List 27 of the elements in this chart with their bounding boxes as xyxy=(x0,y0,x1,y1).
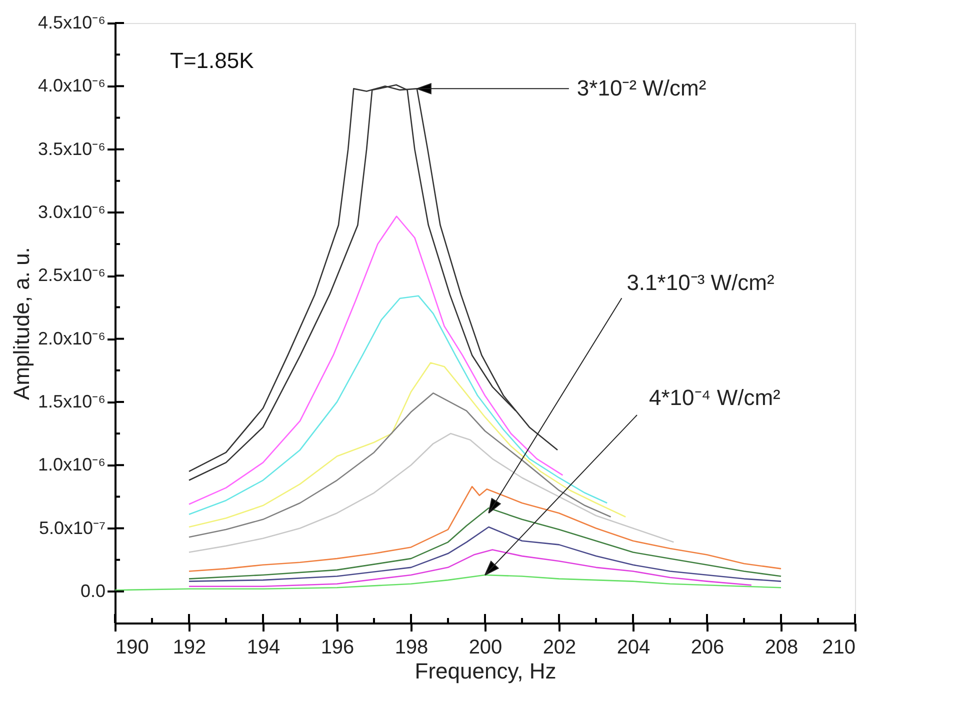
y-tick-label: 3.5x10⁻⁶ xyxy=(38,138,106,159)
annotation: 3.1*10⁻³ W/cm² xyxy=(626,270,774,296)
x-axis-title: Frequency, Hz xyxy=(414,658,556,684)
x-tick-label: 210 xyxy=(822,636,856,658)
x-tick-label: 208 xyxy=(764,636,798,658)
y-tick-label: 4.5x10⁻⁶ xyxy=(38,12,106,32)
x-tick-label: 198 xyxy=(394,636,428,658)
x-tick-label: 202 xyxy=(542,636,576,658)
y-tick-label: 3.0x10⁻⁶ xyxy=(38,202,106,222)
x-tick-label: 194 xyxy=(246,636,280,658)
annotation: 4*10⁻⁴ W/cm² xyxy=(649,385,780,410)
y-tick-label: 2.0x10⁻⁶ xyxy=(38,328,106,348)
y-tick-label: 1.5x10⁻⁶ xyxy=(38,391,106,412)
annotation: T=1.85K xyxy=(170,48,254,73)
x-tick-label: 196 xyxy=(320,636,354,658)
annotation: 3*10⁻² W/cm² xyxy=(576,76,706,101)
x-tick-label: 204 xyxy=(616,636,650,658)
y-tick-label: 1.0x10⁻⁶ xyxy=(38,454,106,475)
y-axis-title: Amplitude, a. u. xyxy=(9,247,34,400)
y-tick-label: 4.0x10⁻⁶ xyxy=(38,76,106,96)
x-tick-label: 190 xyxy=(116,636,149,658)
y-tick-label: 5.0x10⁻⁷ xyxy=(38,518,106,538)
x-tick-label: 192 xyxy=(172,636,206,658)
y-tick-label: 2.5x10⁻⁶ xyxy=(38,265,106,286)
y-tick-label: 0.0 xyxy=(80,580,106,601)
x-tick-label: 200 xyxy=(468,636,502,658)
x-tick-label: 206 xyxy=(690,636,724,658)
